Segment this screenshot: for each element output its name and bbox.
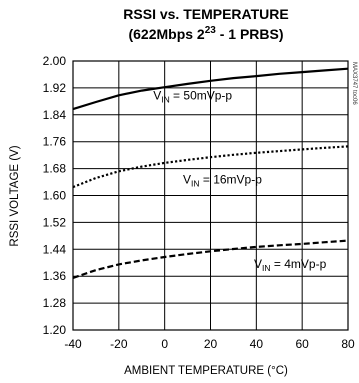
y-tick-label-0: 1.20	[43, 323, 67, 337]
subtitle-suffix: - 1 PRBS)	[216, 26, 284, 42]
y-tick-label-7: 1.76	[43, 135, 67, 149]
chart-subtitle: (622Mbps 223 - 1 PRBS)	[128, 25, 283, 42]
y-tick-label-9: 1.92	[43, 81, 67, 95]
series-label-2: VIN = 4mVp-p	[254, 257, 327, 273]
y-axis-label: RSSI VOLTAGE (V)	[9, 145, 21, 246]
watermark: MAX3747 toc06	[351, 62, 357, 105]
grid	[72, 60, 349, 331]
curve-labels: VIN = 50mVp-p VIN = 16mVp-p VIN = 4mVp-p	[153, 89, 326, 273]
series-line-0	[72, 67, 349, 111]
x-tick-label-5: 60	[295, 337, 309, 351]
y-tick-label-3: 1.44	[43, 242, 67, 256]
y-tick-label-8: 1.84	[43, 108, 67, 122]
y-tick-labels: 1.20 1.28 1.36 1.44 1.52 1.60 1.68 1.76 1.84 1.92…	[43, 54, 67, 337]
plot-frame	[72, 60, 349, 331]
y-tick-label-1: 1.28	[43, 296, 67, 310]
series-line-1	[72, 145, 349, 189]
subtitle-prefix: (622Mbps 2	[128, 26, 204, 42]
x-tick-label-1: -20	[110, 337, 128, 351]
y-tick-label-2: 1.36	[43, 269, 67, 283]
curves	[72, 67, 349, 279]
x-tick-label-2: 0	[161, 337, 168, 351]
chart-title: RSSI vs. TEMPERATURE	[123, 6, 288, 22]
x-tick-label-0: -40	[64, 337, 82, 351]
x-tick-label-4: 40	[250, 337, 264, 351]
x-tick-label-3: 20	[204, 337, 218, 351]
x-tick-label-6: 80	[341, 337, 355, 351]
y-tick-label-5: 1.60	[43, 189, 67, 203]
x-axis-label: AMBIENT TEMPERATURE (°C)	[124, 365, 288, 377]
y-tick-label-4: 1.52	[43, 215, 67, 229]
y-tick-label-6: 1.68	[43, 162, 67, 176]
y-tick-label-10: 2.00	[43, 54, 67, 68]
series-label-0: VIN = 50mVp-p	[153, 89, 232, 105]
series-label-1: VIN = 16mVp-p	[183, 173, 262, 189]
subtitle-superscript: 23	[205, 25, 217, 36]
series-line-2	[72, 239, 349, 279]
x-tick-labels: -40 -20 0 20 40 60 80	[64, 337, 355, 351]
